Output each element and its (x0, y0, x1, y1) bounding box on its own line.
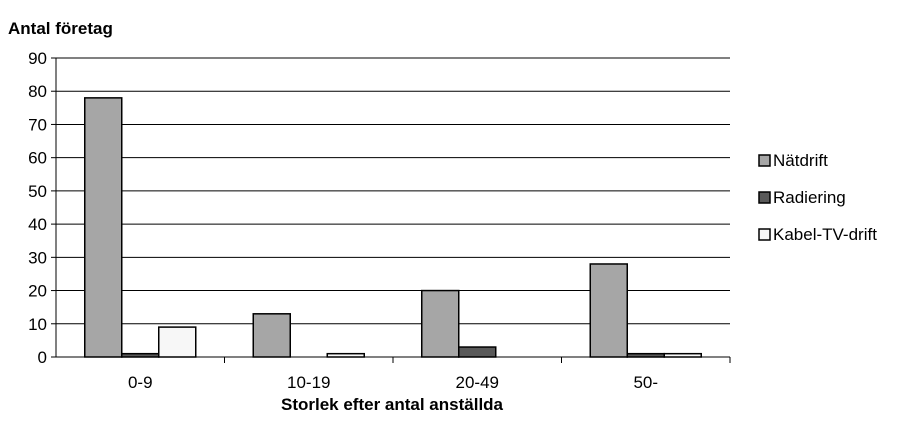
bars (84, 97, 702, 358)
bar (458, 346, 497, 358)
bar (158, 326, 197, 358)
y-tick-label: 60 (28, 149, 47, 168)
bar (589, 263, 628, 358)
axes (51, 57, 731, 363)
legend: Nätdrift Radiering Kabel-TV-drift (758, 151, 877, 244)
y-tick-label: 80 (28, 82, 47, 101)
legend-label: Radiering (773, 188, 846, 207)
y-tick-label: 30 (28, 248, 47, 267)
gridlines (56, 57, 730, 325)
legend-swatch (758, 228, 771, 241)
x-tick-label: 20-49 (456, 373, 499, 392)
x-tick-label: 50- (633, 373, 658, 392)
y-tick-label: 10 (28, 315, 47, 334)
legend-label: Nätdrift (773, 151, 828, 170)
x-tick-label: 10-19 (287, 373, 330, 392)
bar (252, 313, 291, 358)
legend-swatch (758, 154, 771, 167)
y-tick-label: 40 (28, 215, 47, 234)
y-tick-label: 0 (38, 348, 47, 367)
legend-label: Kabel-TV-drift (773, 225, 877, 244)
bar (84, 97, 123, 358)
y-tick-label: 50 (28, 182, 47, 201)
x-axis-title: Storlek efter antal anställda (281, 395, 504, 414)
y-tick-labels: 0 10 20 30 40 50 60 70 80 90 (28, 49, 47, 367)
y-tick-label: 20 (28, 282, 47, 301)
y-axis-title: Antal företag (8, 19, 113, 38)
x-tick-labels: 0-9 10-19 20-49 50- (128, 373, 658, 392)
y-tick-label: 70 (28, 115, 47, 134)
legend-swatch (758, 191, 771, 204)
y-tick-label: 90 (28, 49, 47, 68)
bar (421, 289, 460, 358)
x-tick-label: 0-9 (128, 373, 153, 392)
